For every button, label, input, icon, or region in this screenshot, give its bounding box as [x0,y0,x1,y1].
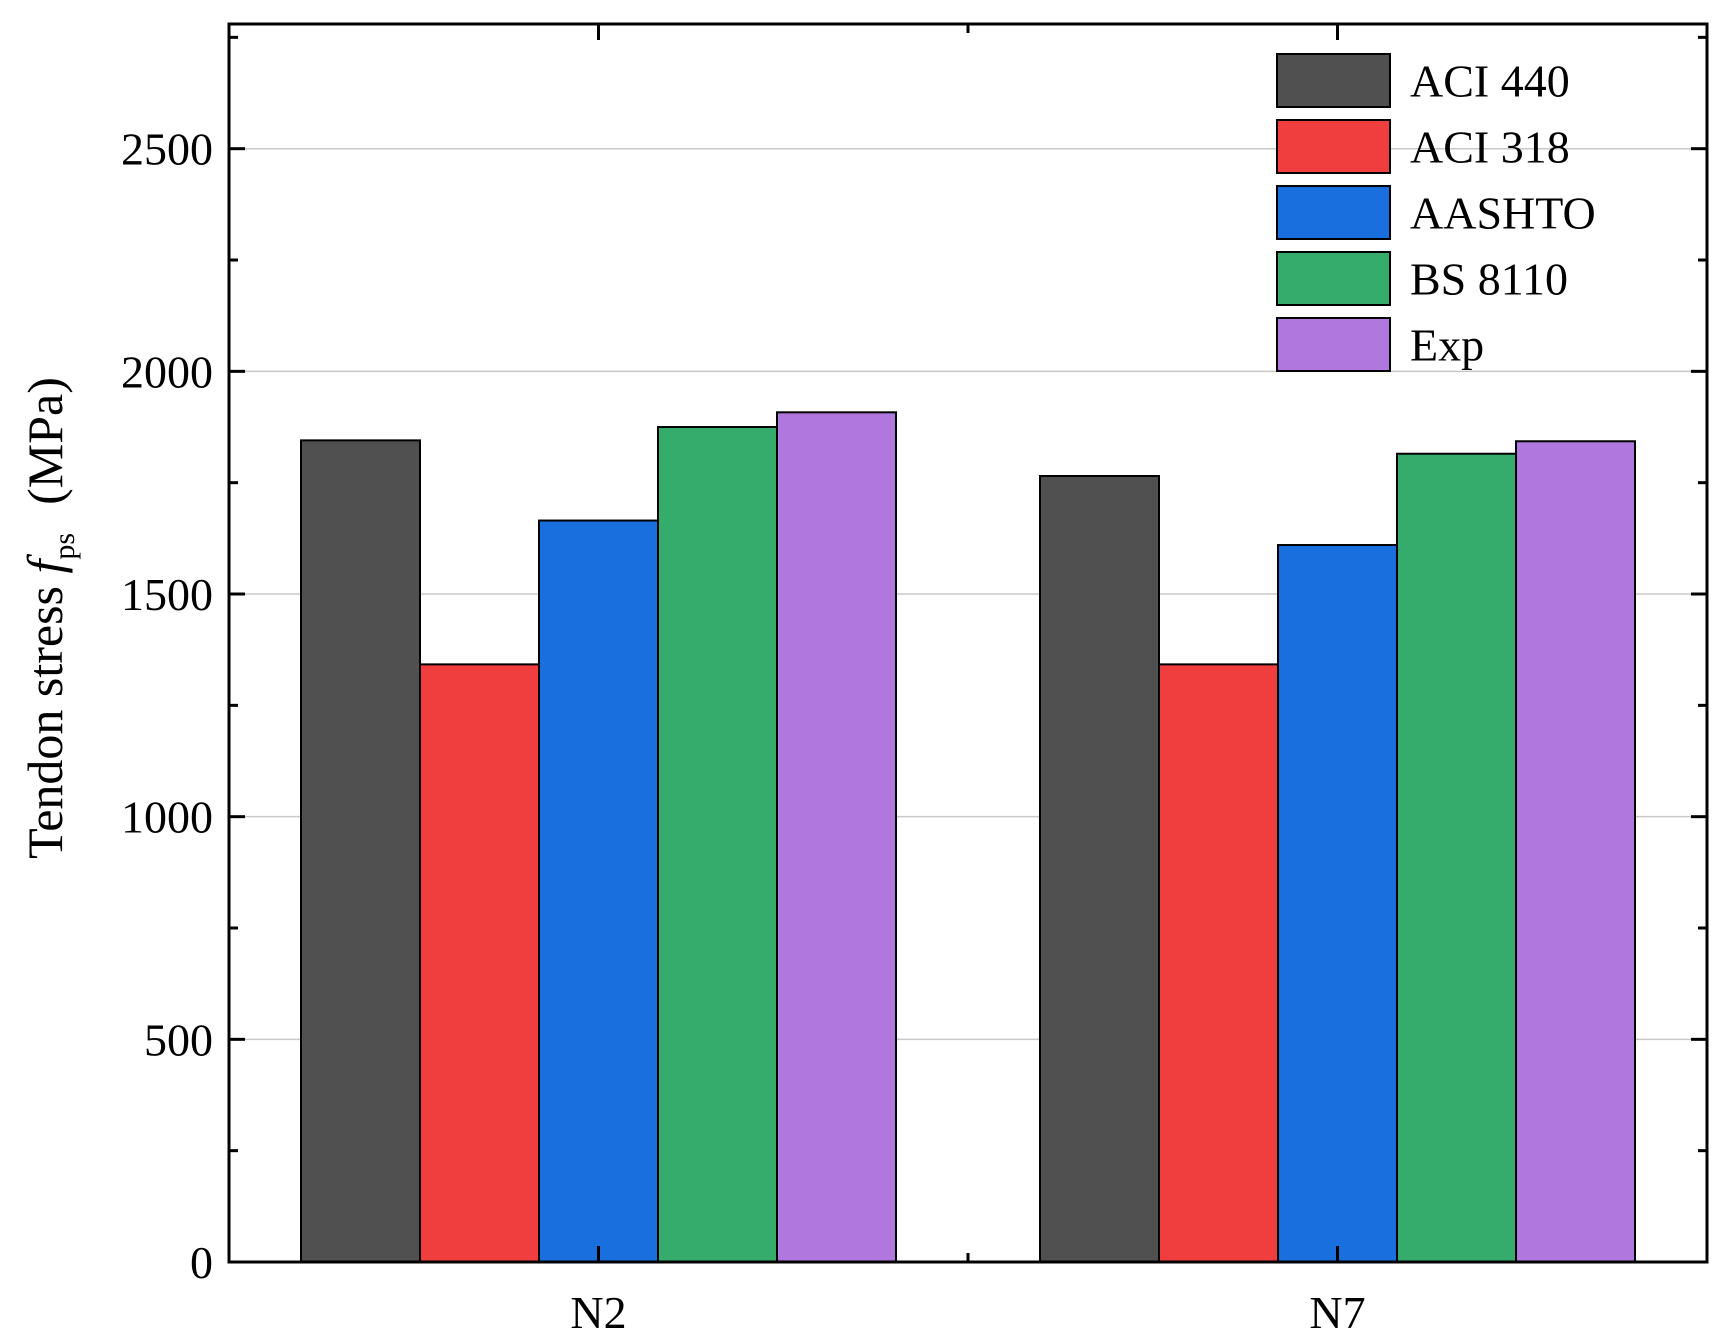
y-axis-title-prefix: Tendon stress [17,574,73,859]
bar-n7-aashto [1277,544,1398,1263]
y-tick-label: 2500 [121,124,213,175]
bar-n2-aci-440 [300,439,421,1263]
legend-label: AASHTO [1410,188,1596,239]
bar-n2-aashto [538,519,659,1263]
bar-n7-bs-8110 [1396,452,1517,1263]
bar-n2-bs-8110 [657,426,778,1263]
bar-n2-aci-318 [419,663,540,1263]
bar-n7-aci-440 [1039,475,1160,1263]
legend: ACI 440 ACI 318 AASHTO BS 8110 Exp [1276,53,1596,372]
y-tick-label: 0 [190,1237,213,1288]
x-tick-label: N7 [1309,1287,1365,1338]
y-tick-label: 1500 [121,569,213,620]
legend-label: Exp [1410,320,1484,371]
y-axis-title-subscript: ps [48,533,81,560]
bar-n7-aci-318 [1158,663,1279,1263]
bars [300,411,1636,1263]
y-axis-title-unit: (MPa) [17,377,73,505]
y-tick-label: 1000 [121,792,213,843]
legend-label: ACI 440 [1410,56,1570,107]
y-tick-label: 500 [144,1014,213,1065]
x-tick-label: N2 [570,1287,626,1338]
y-tick-label: 2000 [121,346,213,397]
legend-label: ACI 318 [1410,122,1570,173]
y-axis-title: Tendon stress fps(MPa) [17,377,81,859]
legend-swatch [1276,53,1391,108]
bar-n7-exp [1515,440,1636,1263]
legend-label: BS 8110 [1410,254,1568,305]
legend-swatch [1276,185,1391,240]
legend-swatch [1276,317,1391,372]
axis-ticks [229,24,1707,1264]
bar-n2-exp [776,411,897,1263]
legend-swatch [1276,251,1391,306]
tick-labels: 0 500 1000 1500 2000 2500 N2 N7 [121,124,1366,1338]
legend-swatch [1276,119,1391,174]
